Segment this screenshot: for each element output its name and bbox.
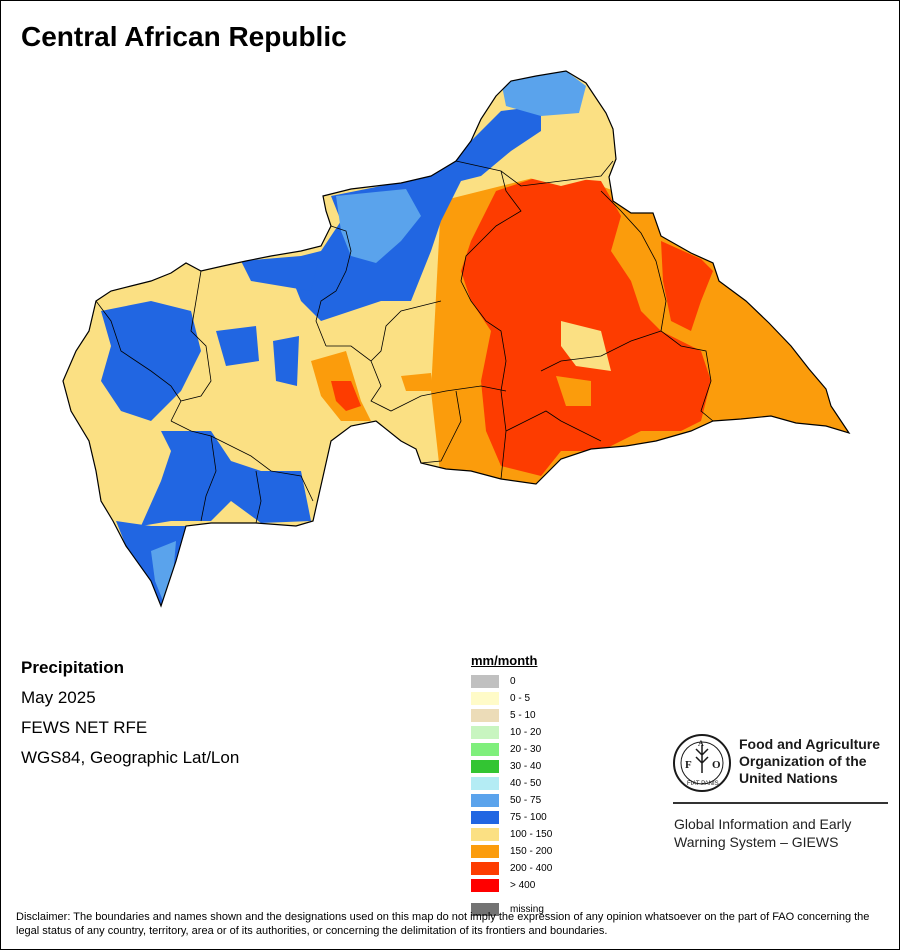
legend-item: 5 - 10: [471, 707, 552, 724]
legend-swatch: [471, 903, 499, 916]
legend-swatch: [471, 845, 499, 858]
legend-label: 30 - 40: [510, 761, 542, 772]
legend: 0 0 - 5 5 - 10 10 - 20 20 - 30 30 - 40 40 - 50…: [471, 673, 552, 894]
map-title: Central African Republic: [21, 21, 347, 52]
disclaimer: Disclaimer: The boundaries and names sho…: [16, 911, 870, 937]
program-name-line: Warning System – GIEWS: [674, 834, 839, 850]
org-name-line: United Nations: [739, 770, 838, 786]
legend-label: 100 - 150: [510, 829, 553, 840]
legend-label: 0 - 5: [510, 693, 531, 704]
legend-swatch: [471, 743, 499, 756]
legend-label: 10 - 20: [510, 727, 542, 738]
fao-logo-icon: F O A FIAT PANIS: [673, 734, 731, 792]
legend-item: 10 - 20: [471, 724, 552, 741]
legend-swatch: [471, 879, 499, 892]
legend-swatch: [471, 709, 499, 722]
legend-label: missing: [510, 904, 544, 915]
legend-item: 40 - 50: [471, 775, 552, 792]
legend-label: 20 - 30: [510, 744, 542, 755]
prefecture-boundaries: [95, 118, 714, 524]
legend-swatch: [471, 862, 499, 875]
legend-item-missing: missing: [471, 903, 544, 916]
legend-label: 5 - 10: [510, 710, 536, 721]
legend-item: > 400: [471, 877, 552, 894]
precipitation-map: [62, 70, 851, 608]
svg-text:O: O: [712, 759, 721, 771]
legend-swatch: [471, 760, 499, 773]
period-label: May 2025: [21, 688, 96, 707]
legend-item: 30 - 40: [471, 758, 552, 775]
legend-swatch: [471, 726, 499, 739]
legend-item: 75 - 100: [471, 809, 552, 826]
legend-swatch: [471, 811, 499, 824]
legend-item: 100 - 150: [471, 826, 552, 843]
legend-item: 150 - 200: [471, 843, 552, 860]
org-name-line: Organization of the: [739, 753, 867, 769]
legend-swatch: [471, 692, 499, 705]
variable-label: Precipitation: [21, 658, 124, 677]
svg-text:A: A: [698, 739, 704, 748]
legend-swatch: [471, 828, 499, 841]
legend-label: 75 - 100: [510, 812, 547, 823]
legend-label: > 400: [510, 880, 536, 891]
divider: [673, 802, 888, 804]
org-name: Food and Agriculture Organization of the…: [739, 736, 880, 787]
country-outline: [62, 70, 851, 608]
legend-label: 40 - 50: [510, 778, 542, 789]
legend-swatch: [471, 675, 499, 688]
legend-label: 0: [510, 676, 516, 687]
legend-label: 50 - 75: [510, 795, 542, 806]
program-name: Global Information and Early Warning Sys…: [674, 815, 851, 851]
legend-item: 20 - 30: [471, 741, 552, 758]
fao-logo-text: F: [685, 759, 692, 771]
legend-label: 200 - 400: [510, 863, 553, 874]
legend-item: 200 - 400: [471, 860, 552, 877]
legend-swatch: [471, 777, 499, 790]
legend-item: 0 - 5: [471, 690, 552, 707]
legend-item: 50 - 75: [471, 792, 552, 809]
legend-title: mm/month: [471, 653, 538, 668]
projection-label: WGS84, Geographic Lat/Lon: [21, 748, 240, 767]
source-label: FEWS NET RFE: [21, 718, 148, 737]
legend-label: 150 - 200: [510, 846, 553, 857]
fao-motto: FIAT PANIS: [687, 781, 719, 787]
org-name-line: Food and Agriculture: [739, 736, 881, 752]
legend-swatch: [471, 794, 499, 807]
program-name-line: Global Information and Early: [674, 816, 852, 832]
precipitation-raster: [63, 71, 849, 606]
legend-item: 0: [471, 673, 552, 690]
